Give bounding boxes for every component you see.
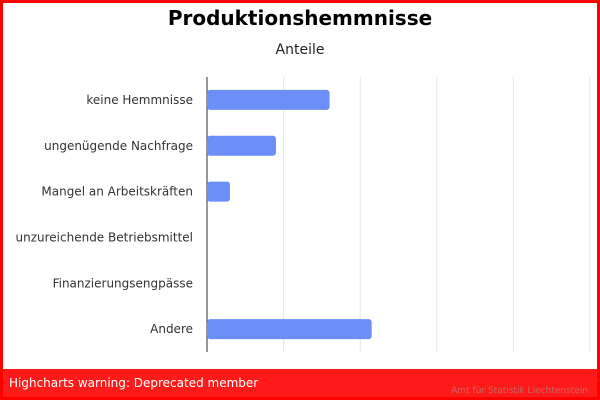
category-label: Mangel an Arbeitskräften — [41, 185, 193, 199]
bar — [207, 89, 330, 110]
chart-title: Produktionshemmnisse — [167, 6, 433, 30]
category-label: ungenügende Nachfrage — [44, 139, 193, 153]
chart-credits[interactable]: Amt für Statistik Liechtenstein — [451, 386, 588, 396]
category-label: Andere — [150, 322, 193, 336]
bar — [207, 319, 372, 340]
category-label: keine Hemmnisse — [86, 93, 193, 107]
category-label: Finanzierungsengpässe — [53, 276, 193, 290]
category-label: unzureichende Betriebsmittel — [16, 230, 194, 244]
bar — [207, 181, 230, 202]
bar — [207, 135, 276, 156]
chart-subtitle: Anteile — [275, 42, 325, 58]
highcharts-warning-banner: Highcharts warning: Deprecated member — [3, 369, 597, 397]
